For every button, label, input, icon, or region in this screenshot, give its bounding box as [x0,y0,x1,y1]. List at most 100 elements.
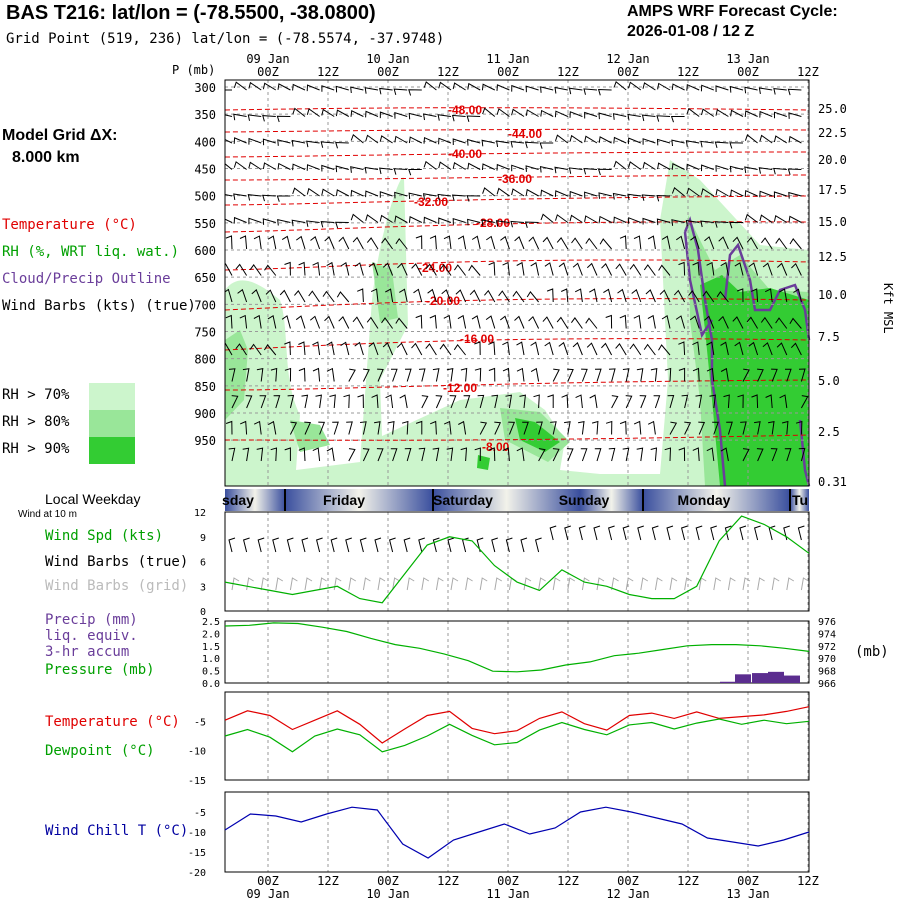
wind-barb [253,235,262,250]
panel-tick-label: 2.5 [202,617,220,628]
true-wind-barb [768,525,776,541]
wind-barb [408,89,422,96]
top-time-tick-label: 12Z [317,65,339,79]
wind-barb [477,394,485,409]
wind-barb [692,261,700,276]
grid-wind-barb [800,577,809,591]
temperature-contour-label: -32.00 [414,195,448,209]
wind-barb [326,261,335,276]
wind-barb [742,368,750,382]
wind-barb [481,219,495,227]
wind-barb [636,368,644,382]
wind-barb [292,163,306,171]
wind-barb [306,187,320,197]
wind-barb [678,367,686,382]
pressure-tick-label: 300 [194,81,216,95]
wind-barb [291,219,306,227]
wind-barb [320,221,335,228]
wind-barb [788,215,802,223]
pressure-tick-label: 550 [194,217,216,231]
temperature-contour-label: -12.00 [443,381,477,395]
wind-barb [538,448,546,462]
wind-barb [720,447,729,462]
wind-barb [451,194,466,202]
top-time-tick-label: 00Z [737,65,759,79]
wind-barb [350,213,364,223]
grid-wind-barb [231,577,240,591]
grid-point-info: Grid Point (519, 236) lat/lon = (-78.557… [6,31,445,47]
wind-barb [657,82,671,91]
wind-barb [757,368,764,382]
wind-barb [415,420,423,435]
wind-barb [706,367,715,382]
wind-barb [429,314,437,329]
wind-barb [788,191,802,199]
grid-wind-barb [377,577,386,591]
wind-barb [467,138,481,146]
wind-barb [498,290,510,303]
wind-barb [684,421,692,435]
wind-barb [569,214,583,223]
wind-barb [438,81,452,91]
wind-barb [732,316,744,329]
wind-barb [656,115,671,122]
wind-barb [404,447,412,462]
wind-barb [481,163,496,171]
panel-tick-label: 966 [818,679,836,690]
wind-barb [524,221,539,228]
wind-barb [284,261,291,276]
weekday-title: Local Weekday [45,491,141,507]
wind-barb [306,220,320,227]
wind-barb [248,161,262,170]
wind-barb [584,135,598,144]
wind-speed-panel: 0 3 6 9 12 [194,508,810,618]
wind-barb [418,447,426,462]
wind-barb [685,219,700,227]
model-grid-label: Model Grid ΔX: [2,127,118,144]
top-time-tick-label: 12Z [437,65,459,79]
pressure-tick-label: 450 [194,162,216,176]
wind-barb [574,288,583,303]
temperature-contour-label: -44.00 [508,127,542,141]
wind-barb [775,237,788,250]
weekday-label: Monday [678,492,731,508]
wind-barb [233,216,247,224]
wind-barb [775,317,788,329]
wind-barb [452,82,466,91]
wind-barb [700,84,714,92]
wind-barb [256,367,264,382]
wind-barb [633,314,642,329]
wind-barb [443,235,452,250]
grid-wind-barb [392,577,400,591]
wind-barb [619,314,627,329]
wind-barb [228,368,236,382]
wind-barb [525,188,539,197]
wind-barb [437,193,452,201]
panel-tick-label: 3 [200,582,206,593]
wind-barb [350,189,364,197]
wind-barb [723,394,730,409]
grid-wind-barb [304,577,313,591]
wind-barb [379,87,393,95]
wind-barb [335,141,349,149]
pressure-tick-label: 850 [194,380,216,394]
wind-barb [550,421,557,435]
wind-barb [251,289,262,303]
wind-barb [399,288,408,303]
wind-barb [352,236,364,250]
height-tick-label: 5.0 [818,374,840,388]
wind-barb [233,113,247,121]
wind-barb [759,134,773,144]
wind-barb [673,289,686,303]
weekday-segment [225,489,285,511]
wind-barb [263,344,277,356]
wind-barb [598,192,612,199]
grid-wind-barb [640,577,649,591]
wind-barb [427,288,437,303]
wind-barb [291,139,306,147]
pressure-unit: (mb) [855,644,889,660]
wind-barb [525,165,539,172]
wind-barb [320,141,335,148]
wind-barb [471,235,481,250]
true-wind-barb [228,537,236,553]
